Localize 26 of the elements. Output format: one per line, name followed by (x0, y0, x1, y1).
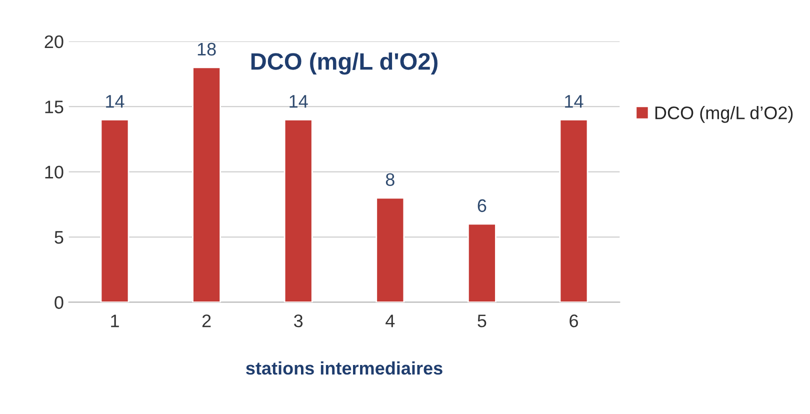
bar (467, 223, 496, 302)
data-label: 14 (290, 95, 308, 108)
chart-title: DCO (mg/L d'O2) (251, 52, 438, 75)
bar (559, 118, 588, 302)
data-label: 8 (386, 173, 394, 186)
bar (376, 197, 405, 302)
x-tick-label: 3 (294, 314, 303, 328)
x-tick-label: 4 (386, 314, 395, 328)
data-label: 14 (565, 95, 584, 108)
data-label: 14 (106, 95, 124, 108)
x-tick-label: 5 (478, 314, 486, 328)
x-tick-label: 1 (111, 314, 119, 328)
data-label: 6 (478, 199, 486, 212)
y-tick-label: 10 (45, 166, 64, 179)
bar (192, 66, 222, 302)
x-axis-title: stations intermediaires (246, 361, 442, 375)
data-label: 18 (198, 42, 216, 56)
x-tick-label: 2 (202, 314, 211, 328)
x-tick-label: 6 (570, 314, 578, 328)
y-tick-label: 0 (54, 296, 64, 309)
bar (284, 118, 313, 302)
y-tick-label: 20 (44, 35, 64, 48)
y-tick-label: 5 (54, 231, 64, 244)
legend-label: DCO (mg/L d’O2) (655, 106, 793, 123)
bar (100, 118, 130, 302)
y-tick-label: 15 (45, 100, 64, 114)
